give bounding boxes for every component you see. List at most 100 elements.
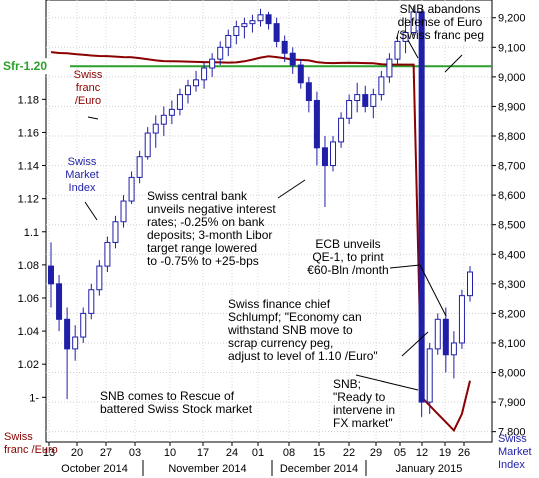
candle-body: [297, 64, 304, 84]
annotation-layer: Swiss franc /Euro Swiss Market Index Swiss fra…: [4, 2, 532, 471]
candle-body: [96, 265, 103, 291]
x-tick-label: 27: [100, 447, 112, 459]
left-tick-label: 1.12: [18, 194, 39, 206]
candle-body: [104, 241, 111, 267]
right-axis-title: Swiss Market Index: [498, 433, 532, 471]
candle-body: [305, 82, 312, 102]
candle-body: [402, 32, 409, 42]
annotation-pointer: [407, 39, 419, 59]
candle-body: [289, 52, 296, 66]
x-axis: 13 20 27 03 10 17 24 01 08 15 22 29 05 12 19 26 October …: [43, 442, 470, 476]
left-tick-label: 1.18: [18, 94, 39, 106]
candle-body: [233, 26, 240, 36]
candle-body: [64, 318, 71, 350]
left-tick-label: 1.06: [18, 293, 39, 305]
x-tick-label: 12: [416, 447, 428, 459]
x-tick-label: 26: [458, 447, 470, 459]
candle-body: [354, 94, 361, 102]
right-tick-label: 8,600: [498, 190, 526, 202]
candle-body: [56, 283, 63, 320]
candle-body: [249, 20, 256, 25]
candle-body: [346, 100, 353, 119]
candle-body: [450, 342, 457, 356]
annotation-schlumpf: Swiss finance chief Schlumpf; "Economy ca…: [227, 297, 378, 363]
candle-body: [362, 94, 369, 107]
right-tick-label: 8,100: [498, 338, 526, 350]
candle-body: [193, 79, 200, 87]
x-tick-label: 05: [394, 447, 406, 459]
left-tick-label: 1.08: [18, 260, 39, 272]
candle-body: [321, 147, 328, 167]
candle-body: [442, 318, 449, 356]
candle-body: [80, 312, 87, 338]
right-tick-label: 8,900: [498, 101, 526, 113]
right-tick-label: 8,500: [498, 220, 526, 232]
x-tick-label: 29: [370, 447, 382, 459]
month-label: January 2015: [396, 463, 463, 475]
candle-body: [434, 318, 441, 350]
month-label: October 2014: [61, 463, 128, 475]
franc-series-label: Swiss franc/Euro: [74, 69, 103, 107]
left-tick-label: 1.04: [18, 326, 39, 338]
x-tick-label: 03: [129, 447, 141, 459]
x-tick-label: 20: [71, 447, 83, 459]
annotation-pointer: [389, 264, 421, 269]
right-tick-label: 8,000: [498, 368, 526, 380]
left-tick-label: 1.1: [24, 227, 39, 239]
candle-body: [281, 40, 288, 54]
left-tick-label: 1-: [29, 392, 39, 404]
x-tick-label: 19: [439, 447, 451, 459]
candle-body: [370, 94, 377, 107]
candle-body: [426, 348, 433, 403]
candle-body: [209, 58, 216, 69]
candle-body: [257, 14, 264, 22]
right-tick-label: 8,200: [498, 308, 526, 320]
x-tick-label: 17: [197, 447, 209, 459]
x-tick-label: 13: [43, 447, 55, 459]
candle-body: [112, 221, 119, 243]
annotation-pointer: [401, 331, 429, 357]
candle-layer: [48, 5, 473, 417]
annotation-snb-ready: SNB; "Ready to intervene in FX market": [333, 377, 395, 430]
candle-body: [273, 23, 280, 42]
left-tick-label: 1.14: [18, 161, 39, 173]
annotation-negative-rates: Swiss central bank unveils negative inter…: [147, 189, 276, 268]
peg-label-bg: [0, 58, 70, 75]
right-tick-label: 8,800: [498, 131, 526, 143]
smi-label-pointer: [84, 201, 98, 221]
candle-body: [394, 40, 401, 60]
candle-body: [378, 76, 385, 96]
candle-body: [313, 100, 320, 149]
left-axis-title: Swiss franc /Euro: [4, 431, 58, 456]
right-tick-label: 9,200: [498, 13, 526, 25]
x-tick-label: 22: [343, 447, 355, 459]
franc-layer: [50, 51, 471, 433]
annotation-snb-rescue: SNB comes to Rescue of battered Swiss Sto…: [100, 389, 253, 416]
right-tick-label: 9,000: [498, 72, 526, 84]
month-label: December 2014: [280, 463, 358, 475]
annotation-ecb-qe: ECB unveils QE-1, to print €60-Bln /month: [307, 237, 388, 277]
candle-body: [225, 34, 232, 48]
candle-body: [467, 271, 473, 297]
candle-body: [386, 58, 393, 78]
left-tick-label: 1.16: [18, 127, 39, 139]
month-label: November 2014: [168, 463, 246, 475]
smi-series-label: Swiss Market Index: [65, 156, 99, 194]
left-tick-label: 1.02: [18, 359, 39, 371]
right-axis: 9,200 9,100 9,000 8,900 8,800 8,700 8,600 8,500…: [492, 13, 526, 439]
candle-body: [330, 141, 337, 167]
x-tick-label: 15: [313, 447, 325, 459]
annotation-pointer: [277, 179, 306, 199]
right-tick-label: 7,900: [498, 397, 526, 409]
candle-body: [88, 289, 95, 314]
x-tick-label: 08: [283, 447, 295, 459]
annotation-pointer: [355, 374, 419, 391]
candle-body: [152, 123, 159, 134]
candle-body: [120, 200, 127, 223]
candle-body: [418, 11, 425, 403]
x-tick-label: 24: [226, 447, 238, 459]
candle-body: [184, 85, 191, 96]
right-tick-label: 8,400: [498, 249, 526, 261]
